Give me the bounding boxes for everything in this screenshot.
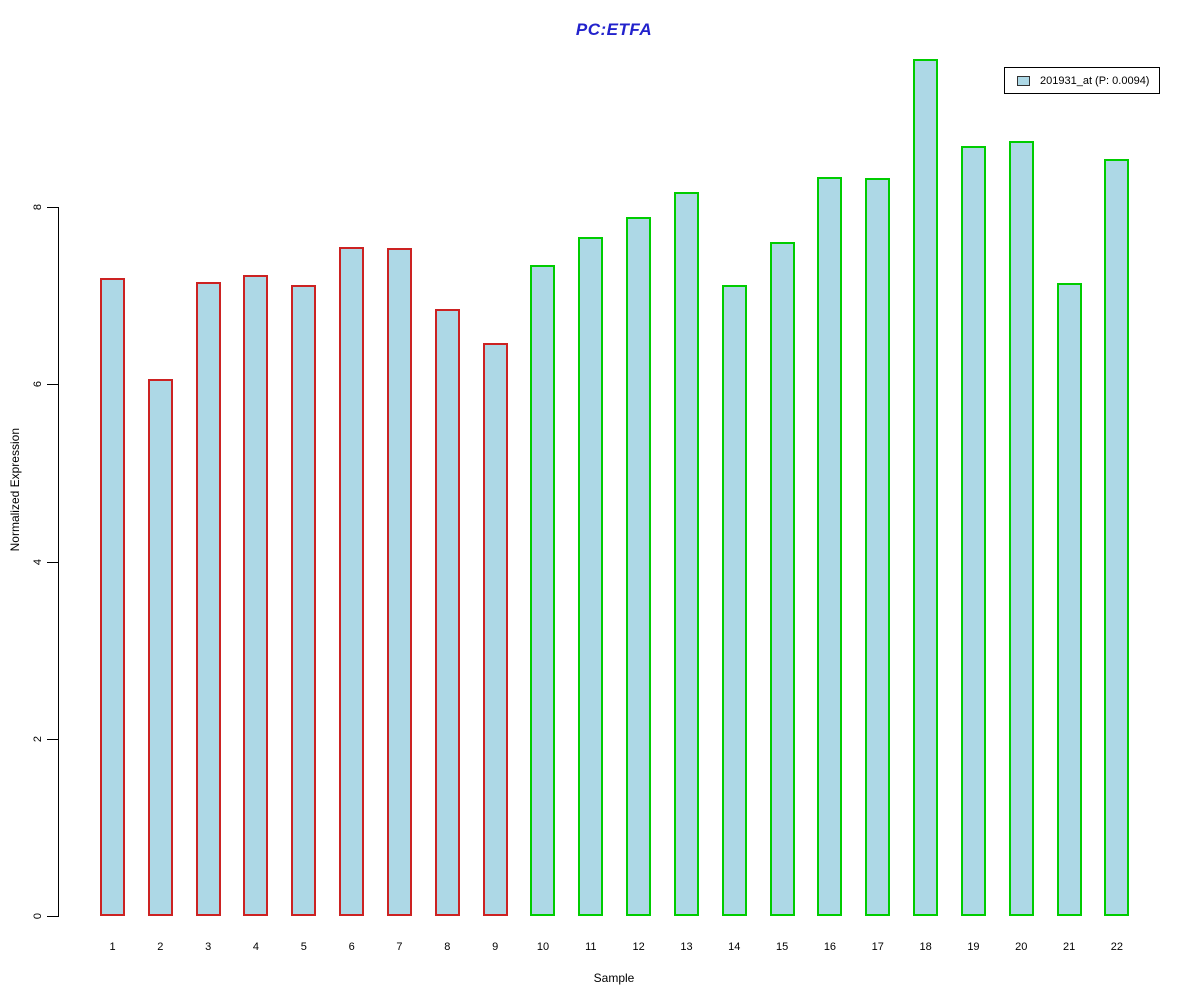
bar-sample-18 [913, 59, 939, 916]
x-axis-tick-label: 5 [300, 941, 307, 953]
y-axis-tick [47, 738, 58, 740]
bar-sample-1 [100, 278, 125, 916]
x-axis-tick-label: 15 [775, 941, 789, 953]
y-axis-tick [47, 207, 58, 209]
x-axis-tick-label: 11 [585, 941, 597, 953]
y-axis-tick-label-text: 6 [32, 381, 44, 388]
x-axis-tick-label: 10 [536, 941, 550, 953]
y-axis-tick-label-text: 2 [32, 735, 44, 742]
y-axis-tick-label: 6 [31, 364, 45, 404]
bar-sample-8 [434, 309, 460, 916]
bar-sample-10 [530, 264, 556, 916]
bar-sample-13 [673, 192, 699, 916]
x-axis-tick-label: 7 [396, 941, 403, 953]
y-axis-tick-label-text: 4 [32, 558, 44, 565]
y-axis-title-text: Normalized Expression [8, 428, 22, 552]
x-axis-tick-label: 1 [109, 941, 116, 953]
x-axis-tick-label: 19 [967, 941, 980, 953]
y-axis-tick-label: 0 [31, 896, 45, 936]
bar-sample-11 [578, 237, 604, 916]
bar-sample-3 [195, 281, 221, 916]
x-axis-tick-label: 17 [871, 941, 884, 953]
bar-sample-16 [817, 177, 843, 916]
bar-sample-17 [865, 177, 891, 916]
y-axis-tick [47, 916, 58, 917]
bar-sample-4 [243, 274, 269, 916]
x-axis-tick-label: 12 [632, 941, 645, 953]
bar-sample-2 [147, 379, 173, 916]
x-axis-tick-label: 3 [205, 941, 212, 953]
y-axis-tick-label-text: 0 [32, 912, 44, 920]
x-axis-tick-label: 8 [444, 941, 451, 953]
bar-sample-15 [769, 241, 795, 916]
x-axis-title: Sample [593, 971, 635, 985]
bar-sample-22 [1104, 159, 1130, 916]
y-axis-tick [47, 561, 58, 563]
x-axis-tick-label: 2 [157, 941, 164, 953]
x-axis-tick-label: 13 [680, 941, 693, 953]
y-axis-tick-label-text: 8 [32, 204, 44, 211]
y-axis-line [58, 207, 59, 917]
y-axis-title: Normalized Expression [4, 330, 26, 650]
legend-swatch-icon [1017, 75, 1030, 86]
chart-title: PC:ETFA [575, 20, 653, 39]
y-axis-tick-label: 4 [31, 542, 45, 582]
bar-sample-9 [482, 342, 508, 916]
legend: 201931_at (P: 0.0094) [1004, 67, 1161, 94]
x-axis-tick-label: 4 [252, 941, 260, 953]
bar-sample-21 [1056, 283, 1082, 916]
legend-label: 201931_at (P: 0.0094) [1040, 74, 1150, 87]
y-axis-tick [47, 384, 58, 386]
x-axis-tick-label: 18 [919, 941, 932, 953]
bar-sample-14 [721, 285, 747, 916]
bar-sample-20 [1008, 140, 1034, 916]
bar-sample-5 [291, 285, 317, 916]
bar-sample-12 [626, 216, 652, 916]
x-axis-tick-label: 22 [1110, 941, 1124, 953]
x-axis-tick-label: 20 [1015, 941, 1028, 953]
bar-sample-6 [339, 247, 365, 916]
bar-sample-19 [960, 146, 986, 916]
y-axis-tick-label: 2 [31, 719, 45, 759]
x-axis-tick-label: 16 [823, 941, 837, 953]
bar-sample-7 [386, 247, 412, 916]
x-axis-tick-label: 14 [728, 941, 741, 953]
y-axis-tick-label: 8 [31, 187, 45, 227]
x-axis-tick-label: 6 [348, 941, 355, 953]
x-axis-tick-label: 21 [1062, 941, 1076, 953]
x-axis-tick-label: 9 [492, 941, 499, 953]
